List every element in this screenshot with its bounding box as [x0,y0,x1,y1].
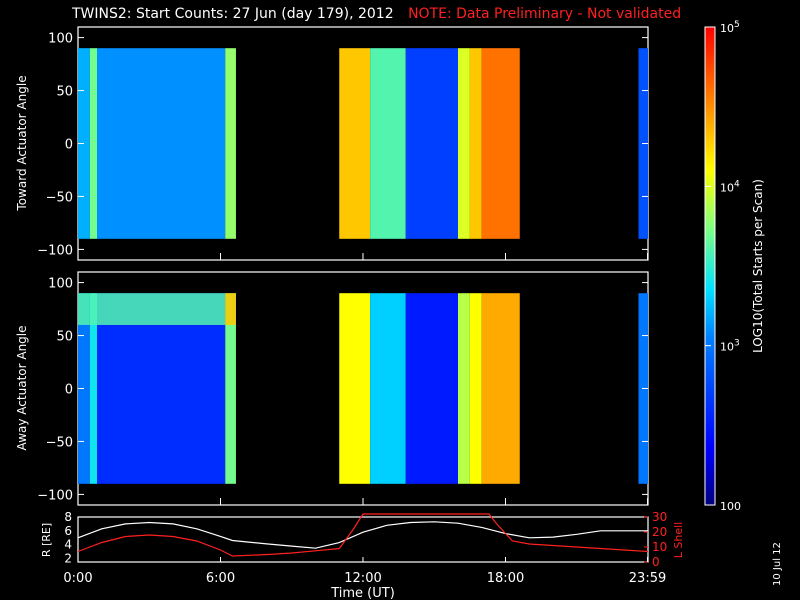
xtick-label: 6:00 [206,571,235,586]
r-tick-label: 6 [64,524,72,538]
colorbar [704,26,716,506]
heatmap-cell [370,293,406,484]
colorbar-ticks: 100 103 104 105 [705,20,741,513]
lshell-tick-label: 20 [652,525,667,539]
heatmap-cell [469,293,482,484]
heatmap-cell [339,293,371,484]
high-angle-band-cell [89,293,97,325]
ytick-label: −100 [37,243,73,258]
r-tick-label: 4 [64,538,72,552]
heatmap-cell [405,48,458,239]
heatmap-cell [225,48,236,239]
colorbar-tick-label: 100 [720,500,741,513]
high-angle-band-cell [225,293,236,325]
heatmap-cell [339,48,371,239]
ytick-label: 0 [65,138,73,153]
plot-title: TWINS2: Start Counts: 27 Jun (day 179), … [72,6,681,22]
r-tick-label: 8 [64,510,72,524]
colorbar-tick-label: 103 [720,339,740,354]
xtick-label: 12:00 [344,571,381,586]
xtick-label: 23:59 [629,571,666,586]
toward-heatmap: 100 50 0 −50 −100 [37,32,648,258]
r-axis-label: R [RE] [40,523,53,557]
heatmap-cell [405,293,458,484]
colorbar-tick-label: 104 [720,179,740,194]
datestamp: 10 Jul 12 [772,542,783,586]
preliminary-note: NOTE: Data Preliminary - Not validated [408,6,682,22]
ytick-label: −50 [46,190,73,205]
xtick-label: 18:00 [487,571,524,586]
heatmap-cell [370,48,406,239]
heatmap-cell [458,293,470,484]
toward-ylabel: Toward Actuator Angle [15,75,29,211]
colorbar-tick-label: 105 [720,20,740,35]
lshell-axis-label: L Shell [672,522,685,558]
heatmap-cell [458,48,470,239]
high-angle-band-cell [97,293,226,325]
title-text: TWINS2: Start Counts: 27 Jun (day 179), … [72,6,394,22]
time-axis-label: Time (UT) [330,586,395,600]
heatmap-cell [481,48,520,239]
lshell-tick-label: 0 [652,555,660,569]
ytick-label: −100 [37,488,73,503]
ytick-label: 100 [48,277,73,292]
series-r-re- [77,521,648,549]
heatmap-cell [225,293,236,484]
ytick-label: −50 [46,435,73,450]
lshell-tick-label: 30 [652,510,667,524]
high-angle-band-cell [78,293,90,325]
heatmap-cell [89,48,97,239]
ytick-label: 0 [65,383,73,398]
lshell-tick-label: 10 [652,540,667,554]
colorbar-label: LOG10(Total Starts per Scan) [751,179,765,353]
xtick-label: 0:00 [63,571,92,586]
r-tick-label: 2 [64,552,72,566]
ytick-label: 50 [56,330,73,345]
away-ylabel: Away Actuator Angle [15,325,29,450]
heatmap-cell [481,293,520,484]
ytick-label: 100 [48,32,73,47]
heatmap-cell [89,293,97,484]
ytick-label: 50 [56,85,73,100]
heatmap-cell [97,48,226,239]
series-l-shell [77,513,649,557]
heatmap-cell [469,48,482,239]
away-heatmap: 100 50 0 −50 −100 [37,277,648,503]
